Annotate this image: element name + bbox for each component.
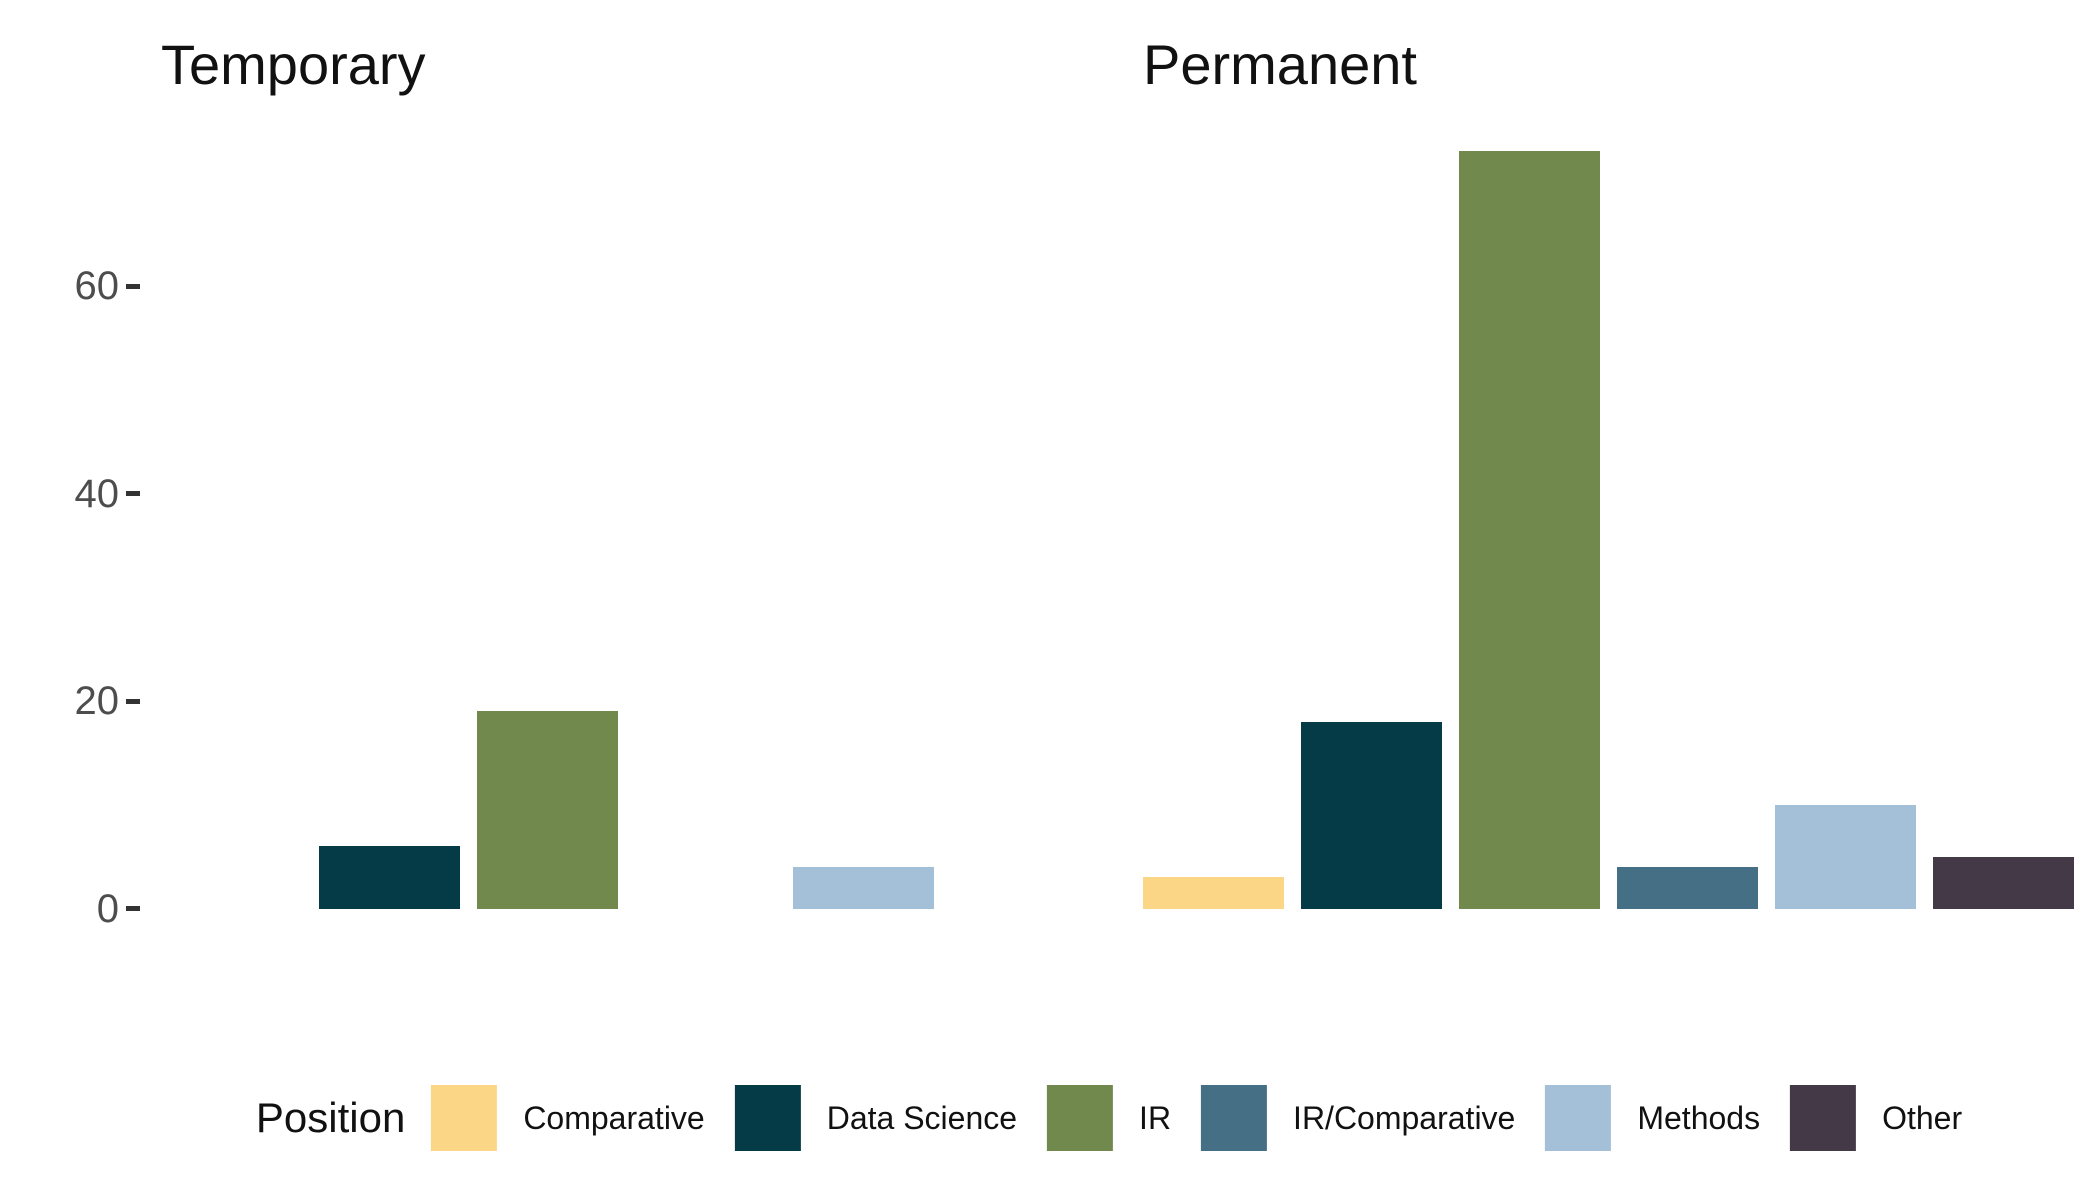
legend-label-data-science: Data Science <box>826 1099 1018 1136</box>
bar-temporary-data-science <box>319 846 460 909</box>
legend: Position Comparative Data Science IR IR/Com… <box>256 1085 1962 1151</box>
y-tick-mark-60 <box>126 283 140 289</box>
legend-item-comparative: Comparative <box>431 1085 705 1151</box>
y-tick-mark-40 <box>126 491 140 496</box>
y-tick-label-20: 20 <box>74 679 120 723</box>
y-tick-label-0: 0 <box>96 886 119 931</box>
bar-temporary-ir <box>477 711 618 909</box>
bar-permanent-data-science <box>1301 721 1442 909</box>
legend-item-ir: IR <box>1047 1085 1171 1151</box>
legend-item-methods: Methods <box>1545 1085 1760 1151</box>
facet-title-permanent: Permanent <box>1143 33 1417 96</box>
legend-swatch-ir-comparative <box>1201 1085 1268 1151</box>
y-tick-mark-0 <box>126 906 140 911</box>
y-tick-mark-20 <box>126 698 140 704</box>
bar-permanent-ir-comparative <box>1617 867 1758 909</box>
legend-item-ir-comparative: IR/Comparative <box>1201 1085 1515 1151</box>
bar-temporary-methods <box>793 867 934 909</box>
legend-swatch-other <box>1790 1085 1857 1151</box>
legend-swatch-ir <box>1047 1085 1114 1151</box>
bar-permanent-other <box>1933 856 2074 909</box>
bar-permanent-comparative <box>1143 877 1284 909</box>
legend-label-methods: Methods <box>1637 1099 1761 1136</box>
legend-swatch-comparative <box>431 1085 498 1151</box>
legend-label-other: Other <box>1882 1099 1963 1136</box>
y-tick-label-40: 40 <box>74 471 120 516</box>
legend-label-ir-comparative: IR/Comparative <box>1293 1099 1516 1136</box>
legend-swatch-data-science <box>734 1085 801 1151</box>
legend-title: Position <box>255 1094 406 1141</box>
bar-permanent-ir <box>1459 151 1600 909</box>
legend-swatch-methods <box>1545 1085 1612 1151</box>
facet-title-temporary: Temporary <box>161 33 426 96</box>
legend-label-ir: IR <box>1139 1099 1172 1136</box>
legend-item-other: Other <box>1790 1085 1962 1151</box>
legend-label-comparative: Comparative <box>523 1099 705 1136</box>
y-tick-label-60: 60 <box>74 264 120 308</box>
legend-item-data-science: Data Science <box>734 1085 1018 1151</box>
bar-permanent-methods <box>1775 804 1916 909</box>
